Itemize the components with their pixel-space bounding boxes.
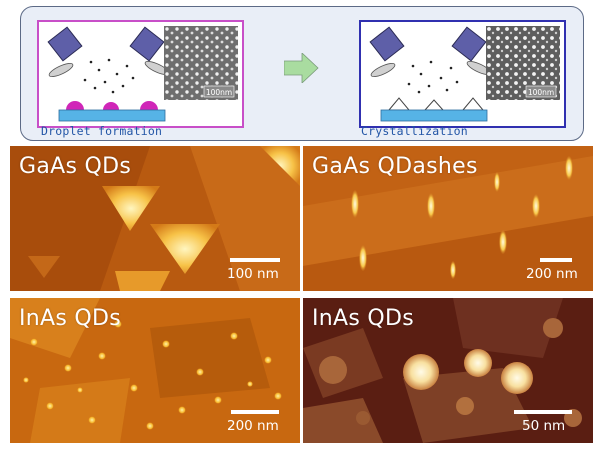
scale-label: 50 nm [522,418,566,434]
source-cell-icon [451,26,487,62]
afm-image-inas-qds-large: InAs QDs 50 nm [303,298,593,443]
quantum-dot-icon [461,97,485,111]
droplet-icon [103,102,119,110]
afm-topography [303,146,593,291]
shutter-icon [370,63,396,77]
source-cell-icon [47,26,83,62]
growth-schematic: 100nm Droplet formation [20,6,584,141]
sem-scale-label: 100nm [206,88,232,97]
quantum-dot-icon [423,99,445,111]
source-cell-icon [129,26,165,62]
quantum-dot-icon [387,97,411,111]
droplet-icon [140,101,158,110]
panel-label: InAs QDs [312,306,415,331]
afm-image-inas-qds-small: InAs QDs 200 nm [10,298,300,443]
droplet-formation-caption: Droplet formation [41,124,163,138]
afm-topography [10,298,300,443]
sem-image-droplets: 100nm [164,26,238,100]
crystallization-illustration [369,26,492,122]
source-cell-icon [369,26,405,62]
atom-flux [83,58,135,94]
crystallization-caption: Crystallization [361,124,468,138]
process-arrow-icon [284,53,319,83]
droplet-formation-box: 100nm [37,20,244,128]
atom-flux [407,60,459,94]
substrate-icon [380,109,488,122]
scale-label: 100 nm [227,266,279,282]
scale-bar [230,258,280,262]
afm-image-gaas-qdashes: GaAs QDashes 200 nm [303,146,593,291]
crystallization-box: 100nm [359,20,566,128]
panel-label: GaAs QDashes [312,154,478,179]
shutter-icon [48,63,74,77]
afm-image-gaas-qds: GaAs QDs 100 nm [10,146,300,291]
sem-scale-label: 100nm [528,88,554,97]
afm-topography [303,298,593,443]
panel-label: GaAs QDs [19,154,132,179]
droplet-formation-illustration [47,26,170,122]
scale-bar [514,410,572,414]
scale-bar [231,410,279,414]
droplet-icon [66,101,84,110]
substrate-icon [58,109,166,122]
scale-label: 200 nm [526,266,578,282]
scale-bar [540,258,572,262]
afm-topography [10,146,300,291]
panel-label: InAs QDs [19,306,122,331]
scale-label: 200 nm [227,418,279,434]
sem-image-crystals: 100nm [486,26,560,100]
